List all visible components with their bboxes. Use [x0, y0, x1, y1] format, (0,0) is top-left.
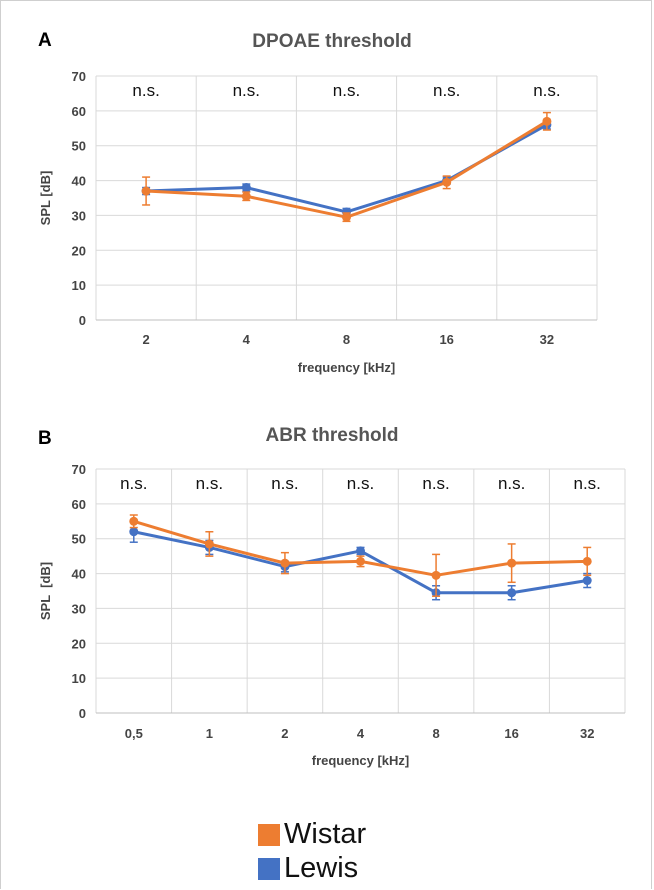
data-point-wistar — [582, 556, 592, 566]
y-tick-label: 20 — [72, 636, 86, 651]
y-tick-label: 50 — [72, 532, 86, 547]
x-axis-label: frequency [kHz] — [312, 753, 410, 768]
x-axis-label: frequency [kHz] — [298, 360, 396, 375]
chart-title-0: DPOAE threshold — [252, 31, 411, 52]
wistar-swatch — [258, 823, 280, 846]
data-point-wistar — [507, 558, 517, 568]
x-tick-label: 1 — [206, 726, 213, 741]
significance-annotation: n.s. — [422, 474, 449, 493]
y-tick-label: 30 — [72, 601, 86, 616]
x-tick-label: 2 — [281, 726, 288, 741]
legend-label-wistar: Wistar — [284, 818, 367, 850]
y-tick-label: 0 — [79, 706, 86, 721]
significance-annotation: n.s. — [347, 474, 374, 493]
data-point-wistar — [356, 556, 365, 566]
data-point-wistar — [431, 570, 441, 580]
series-line-lewis — [146, 123, 548, 214]
y-tick-label: 20 — [72, 243, 86, 258]
y-tick-label: 60 — [72, 104, 86, 119]
panel-letter-b: B — [38, 428, 52, 449]
x-tick-label: 32 — [580, 726, 594, 741]
y-tick-label: 10 — [72, 671, 86, 686]
significance-annotation: n.s. — [533, 81, 560, 100]
y-tick-label: 70 — [72, 69, 86, 84]
y-axis-label: SPL [dB] — [38, 562, 53, 620]
data-point-lewis — [356, 546, 365, 556]
chart-title-1: ABR threshold — [266, 425, 399, 446]
data-point-lewis — [241, 183, 251, 193]
series-line-wistar — [146, 120, 548, 219]
panel-letter-a: A — [38, 30, 52, 51]
data-point-wistar — [129, 516, 139, 526]
significance-annotation: n.s. — [233, 81, 260, 100]
data-point-lewis — [129, 527, 139, 537]
data-point-wistar — [204, 539, 214, 549]
data-point-lewis — [582, 576, 592, 586]
x-tick-label: 16 — [504, 726, 518, 741]
significance-annotation: n.s. — [574, 474, 601, 493]
data-point-lewis — [507, 588, 517, 598]
x-tick-label: 16 — [439, 332, 453, 347]
significance-annotation: n.s. — [196, 474, 223, 493]
significance-annotation: n.s. — [333, 81, 360, 100]
y-tick-label: 30 — [72, 208, 86, 223]
data-point-wistar — [280, 558, 290, 568]
legend-item-lewis: Lewis — [258, 852, 358, 885]
data-point-wistar — [141, 186, 151, 196]
y-tick-label: 60 — [72, 497, 86, 512]
significance-annotation: n.s. — [433, 81, 460, 100]
data-point-wistar — [542, 116, 552, 126]
y-axis-label: SPL [dB] — [38, 171, 53, 226]
data-point-wistar — [442, 177, 452, 187]
legend-item-wistar: Wistar — [258, 818, 366, 851]
x-tick-label: 2 — [142, 332, 149, 347]
x-tick-label: 32 — [540, 332, 554, 347]
y-tick-label: 10 — [72, 278, 86, 293]
y-tick-label: 40 — [72, 174, 86, 189]
significance-annotation: n.s. — [132, 81, 159, 100]
y-tick-label: 40 — [72, 567, 86, 582]
x-tick-label: 4 — [243, 332, 251, 347]
lewis-swatch — [258, 857, 280, 880]
y-tick-label: 70 — [72, 462, 86, 477]
y-tick-label: 50 — [72, 139, 86, 154]
data-point-wistar — [241, 191, 251, 201]
x-tick-label: 8 — [432, 726, 439, 741]
significance-annotation: n.s. — [498, 474, 525, 493]
significance-annotation: n.s. — [120, 474, 147, 493]
significance-annotation: n.s. — [271, 474, 298, 493]
data-point-wistar — [342, 212, 351, 222]
x-tick-label: 4 — [357, 726, 365, 741]
x-tick-label: 8 — [343, 332, 350, 347]
x-tick-label: 0,5 — [125, 726, 143, 741]
y-tick-label: 0 — [79, 313, 86, 328]
legend-label-lewis: Lewis — [284, 852, 359, 884]
